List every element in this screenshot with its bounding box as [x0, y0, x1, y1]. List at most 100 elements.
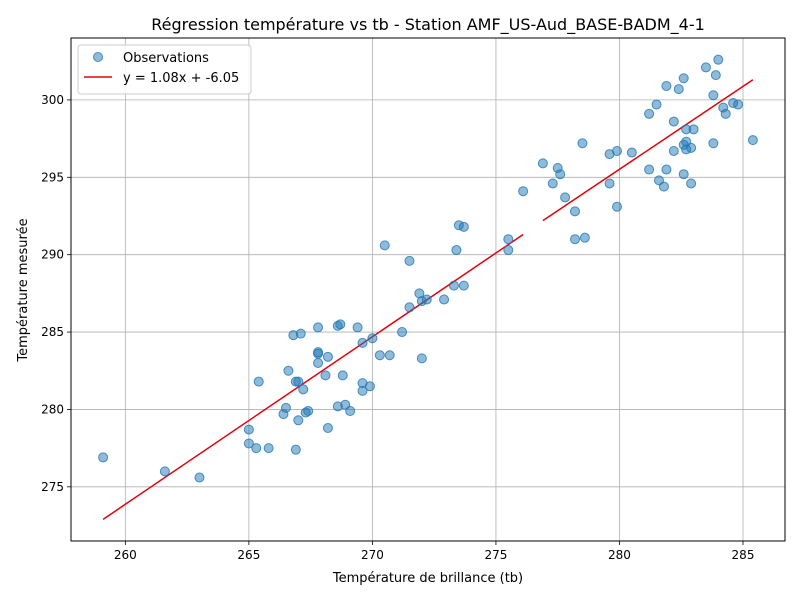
- data-point: [579, 232, 590, 243]
- data-point: [345, 405, 356, 416]
- data-point: [644, 108, 655, 119]
- data-point: [678, 169, 689, 180]
- data-point: [503, 234, 514, 245]
- data-point: [320, 370, 331, 381]
- y-axis-label: Température mesurée: [16, 218, 31, 362]
- data-point: [352, 322, 363, 333]
- data-point: [658, 181, 669, 192]
- data-point: [303, 405, 314, 416]
- data-point: [98, 452, 109, 463]
- data-point: [194, 472, 205, 483]
- data-point: [577, 138, 588, 149]
- x-tick-label: 270: [361, 548, 384, 562]
- data-point: [604, 178, 615, 189]
- regression-line: [102, 233, 524, 520]
- data-point: [421, 294, 432, 305]
- data-point: [720, 108, 731, 119]
- data-point: [280, 402, 291, 413]
- data-point: [458, 221, 469, 232]
- data-point: [503, 245, 514, 256]
- data-point: [404, 302, 415, 313]
- y-tick-label: 285: [41, 325, 64, 339]
- data-point: [290, 444, 301, 455]
- plot-area-frame: [70, 37, 786, 542]
- data-point: [251, 443, 262, 454]
- x-tick-label: 280: [608, 548, 631, 562]
- data-point: [397, 327, 408, 338]
- data-point: [448, 280, 459, 291]
- data-point: [651, 99, 662, 110]
- data-point: [253, 376, 264, 387]
- data-point: [708, 138, 719, 149]
- data-point: [243, 438, 254, 449]
- chart-title: Régression température vs tb - Station A…: [151, 15, 705, 35]
- data-point: [661, 164, 672, 175]
- data-point: [644, 164, 655, 175]
- data-point: [673, 84, 684, 95]
- data-point: [298, 384, 309, 395]
- data-point: [337, 370, 348, 381]
- data-point: [612, 201, 622, 212]
- points-layer: [98, 54, 758, 483]
- data-point: [570, 234, 580, 245]
- data-point: [661, 80, 672, 91]
- data-point: [537, 158, 548, 169]
- data-point: [335, 319, 346, 330]
- y-tick-label: 300: [41, 93, 64, 107]
- regression-line: [542, 79, 754, 222]
- data-point: [570, 206, 580, 217]
- data-point: [313, 322, 324, 333]
- legend: Observations y = 1.08x + -6.05: [77, 44, 252, 95]
- y-tick-label: 275: [41, 480, 64, 494]
- data-point: [668, 116, 679, 127]
- data-point: [322, 351, 333, 362]
- data-point: [357, 385, 368, 396]
- data-point: [451, 245, 462, 256]
- y-tick-label: 295: [41, 170, 64, 184]
- data-point: [313, 358, 324, 369]
- data-point: [458, 280, 469, 291]
- x-tick-label: 260: [114, 548, 137, 562]
- data-point: [322, 423, 333, 434]
- data-point: [379, 240, 390, 251]
- data-point: [295, 328, 306, 339]
- data-point: [159, 466, 170, 477]
- data-point: [293, 376, 304, 387]
- data-point: [416, 353, 427, 364]
- data-point: [293, 415, 304, 426]
- grid: [71, 38, 785, 541]
- data-point: [439, 294, 450, 305]
- data-point: [518, 186, 529, 197]
- data-point: [668, 145, 679, 156]
- data-point: [374, 350, 385, 361]
- data-point: [263, 443, 274, 454]
- legend-label-observations: Observations: [123, 51, 209, 66]
- data-point: [686, 142, 697, 153]
- x-tick-label: 265: [237, 548, 260, 562]
- data-point: [713, 54, 724, 65]
- data-point: [626, 147, 637, 158]
- y-tick-label: 280: [41, 402, 64, 416]
- data-point: [686, 178, 697, 189]
- x-axis-label: Température de brillance (tb): [332, 571, 523, 586]
- data-point: [700, 62, 711, 73]
- data-point: [555, 169, 566, 180]
- data-point: [547, 178, 558, 189]
- data-point: [243, 424, 254, 435]
- data-point: [612, 145, 622, 156]
- legend-box: [77, 44, 252, 95]
- data-point: [688, 124, 699, 135]
- legend-marker-observations: [93, 52, 103, 62]
- ticks-layer: 260 265 270 275 280 285 275 280 285 290 295 300: [41, 93, 754, 562]
- y-tick-label: 290: [41, 248, 64, 262]
- data-point: [747, 135, 758, 146]
- x-tick-label: 285: [732, 548, 755, 562]
- data-point: [733, 99, 744, 110]
- data-point: [404, 255, 415, 266]
- data-point: [357, 337, 368, 348]
- data-point: [283, 365, 294, 376]
- data-point: [364, 381, 375, 392]
- legend-label-regression: y = 1.08x + -6.05: [123, 71, 239, 86]
